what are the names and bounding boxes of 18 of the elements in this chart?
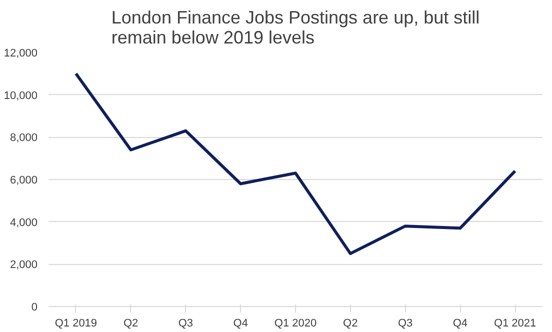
x-tick-label: Q4 [233,318,248,330]
x-tick-label: Q1 2021 [494,318,536,330]
x-tick-label: Q3 [398,318,413,330]
y-tick-label: 6,000 [10,174,38,186]
y-tick-label: 4,000 [10,216,38,229]
y-tick-label: 0 [31,302,38,314]
chart-title: London Finance Jobs Postings are up, but still remain below 2019 levels [111,8,480,48]
y-tick-label: 10,000 [4,90,38,102]
x-tick-label: Q3 [178,318,194,330]
x-tick-label: Q1 2020 [274,318,317,330]
x-tick-label: Q2 [343,318,358,330]
y-tick-label: 2,000 [10,259,38,272]
x-tick-label: Q2 [123,318,138,330]
x-tick-label: Q1 2019 [54,318,98,330]
line-series [74,72,517,256]
y-tick-label: 8,000 [10,132,38,144]
x-tick-label: Q4 [452,318,468,330]
y-tick-label: 12,000 [4,48,38,60]
